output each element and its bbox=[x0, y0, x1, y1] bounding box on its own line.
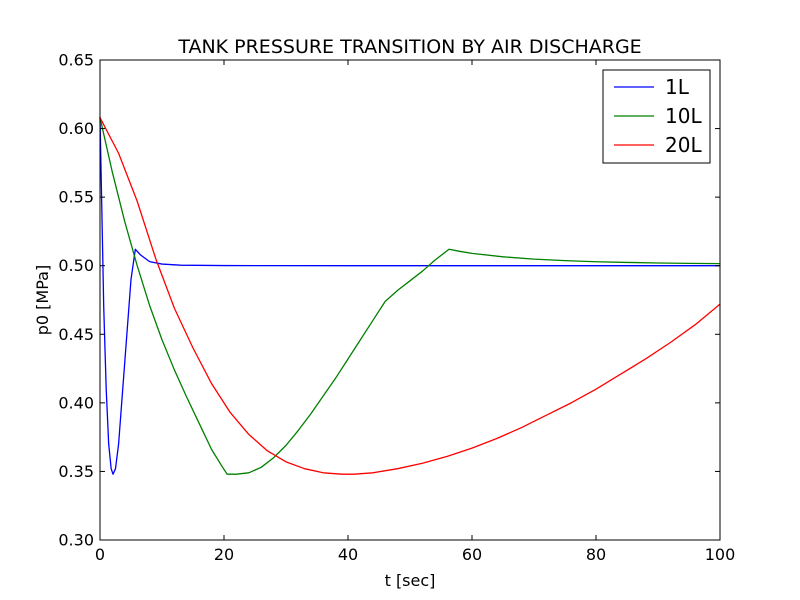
series-layer bbox=[99, 116, 721, 475]
legend-label-1L: 1L bbox=[665, 75, 690, 99]
y-tick-label: 0.45 bbox=[58, 325, 94, 344]
x-tick-label: 20 bbox=[214, 545, 234, 564]
legend-items: 1L 10L 20L bbox=[614, 75, 702, 157]
series-line-1L bbox=[99, 116, 721, 475]
plot-frame bbox=[99, 59, 721, 541]
x-tick-label: 40 bbox=[338, 545, 358, 564]
x-tick-label: 100 bbox=[705, 545, 736, 564]
y-tick-label: 0.50 bbox=[58, 256, 94, 275]
legend-label-10L: 10L bbox=[665, 104, 702, 128]
y-tick-label: 0.30 bbox=[58, 531, 94, 550]
series-line-10L bbox=[99, 116, 721, 475]
x-tick-label: 0 bbox=[95, 545, 105, 564]
y-tick-label: 0.60 bbox=[58, 119, 94, 138]
y-axis-label: p0 [MPa] bbox=[33, 265, 52, 335]
series-line-20L bbox=[99, 116, 721, 475]
y-tick-label: 0.65 bbox=[58, 51, 94, 70]
tick-layer: 0 20 40 60 80 100 0.30 0.35 0.40 0.45 0.50 0.55 0.60… bbox=[58, 51, 735, 565]
y-tick-label: 0.40 bbox=[58, 393, 94, 412]
y-tick-label: 0.35 bbox=[58, 462, 94, 481]
y-tick-label: 0.55 bbox=[58, 188, 94, 207]
x-tick-label: 80 bbox=[586, 545, 606, 564]
legend-label-20L: 20L bbox=[665, 133, 702, 157]
legend: 1L 10L 20L bbox=[602, 69, 711, 164]
x-tick-label: 60 bbox=[462, 545, 482, 564]
x-axis-label: t [sec] bbox=[385, 571, 436, 590]
chart-title: TANK PRESSURE TRANSITION BY AIR DISCHARG… bbox=[177, 36, 641, 58]
